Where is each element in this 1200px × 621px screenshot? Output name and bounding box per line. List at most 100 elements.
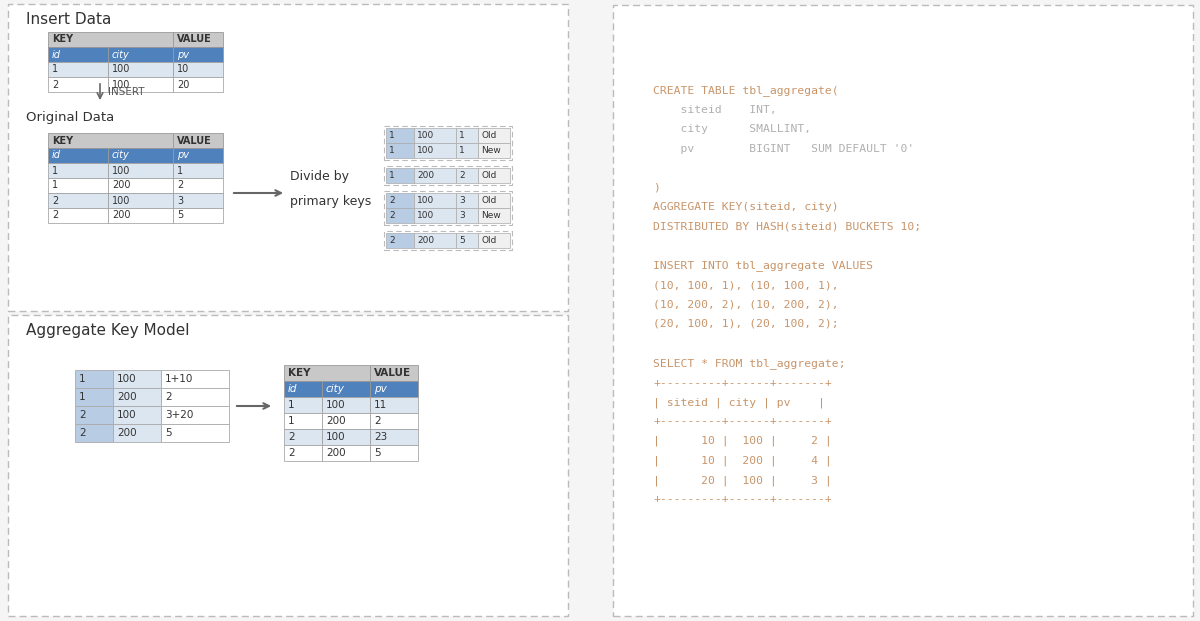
Bar xyxy=(386,233,414,248)
Bar xyxy=(478,193,510,208)
Text: city: city xyxy=(326,384,344,394)
Bar xyxy=(322,381,370,397)
Bar xyxy=(322,429,370,445)
Text: 200: 200 xyxy=(326,448,346,458)
Bar xyxy=(478,143,510,158)
Bar xyxy=(384,191,512,225)
Bar xyxy=(456,168,478,183)
Text: |      10 |  100 |     2 |: | 10 | 100 | 2 | xyxy=(653,436,832,446)
Bar xyxy=(8,4,568,311)
Text: 100: 100 xyxy=(418,131,434,140)
Bar xyxy=(108,163,173,178)
Bar xyxy=(284,445,322,461)
Bar xyxy=(173,77,223,92)
Bar xyxy=(456,193,478,208)
Text: 100: 100 xyxy=(118,410,137,420)
Bar xyxy=(48,32,173,47)
Bar xyxy=(48,133,173,148)
Bar xyxy=(384,126,512,160)
Bar xyxy=(386,208,414,223)
Bar xyxy=(113,388,161,406)
Text: 100: 100 xyxy=(112,65,131,75)
Bar xyxy=(108,77,173,92)
Bar xyxy=(386,193,414,208)
Text: 1: 1 xyxy=(52,166,58,176)
Bar xyxy=(161,370,229,388)
Text: 5: 5 xyxy=(166,428,172,438)
Text: VALUE: VALUE xyxy=(374,368,412,378)
Text: id: id xyxy=(52,150,61,160)
Text: +---------+------+-------+: +---------+------+-------+ xyxy=(653,494,832,504)
Text: 100: 100 xyxy=(112,196,131,206)
Text: |      10 |  200 |     4 |: | 10 | 200 | 4 | xyxy=(653,455,832,466)
Text: 1: 1 xyxy=(389,171,395,180)
Bar xyxy=(48,47,108,62)
Bar xyxy=(384,231,512,250)
Text: 100: 100 xyxy=(118,374,137,384)
Text: 2: 2 xyxy=(374,416,380,426)
Bar xyxy=(48,77,108,92)
Bar xyxy=(48,208,108,223)
Text: pv        BIGINT   SUM DEFAULT '0': pv BIGINT SUM DEFAULT '0' xyxy=(653,143,914,153)
Text: 200: 200 xyxy=(118,428,137,438)
Bar xyxy=(48,62,108,77)
Bar xyxy=(74,424,113,442)
Text: id: id xyxy=(288,384,298,394)
Bar xyxy=(74,388,113,406)
Text: (20, 100, 1), (20, 100, 2);: (20, 100, 1), (20, 100, 2); xyxy=(653,319,839,329)
Text: 100: 100 xyxy=(418,211,434,220)
Text: Divide by: Divide by xyxy=(290,170,349,183)
Bar xyxy=(284,413,322,429)
Text: 100: 100 xyxy=(326,400,346,410)
Text: 1: 1 xyxy=(458,146,464,155)
Bar xyxy=(284,365,370,381)
Text: city      SMALLINT,: city SMALLINT, xyxy=(653,124,811,134)
Text: 200: 200 xyxy=(118,392,137,402)
Text: Aggregate Key Model: Aggregate Key Model xyxy=(26,323,190,338)
Text: Old: Old xyxy=(481,196,497,205)
Text: CREATE TABLE tbl_aggregate(: CREATE TABLE tbl_aggregate( xyxy=(653,85,839,96)
Text: 1: 1 xyxy=(389,131,395,140)
Text: AGGREGATE KEY(siteid, city): AGGREGATE KEY(siteid, city) xyxy=(653,202,839,212)
Bar xyxy=(386,128,414,143)
Text: 200: 200 xyxy=(418,236,434,245)
Bar xyxy=(284,381,322,397)
Text: pv: pv xyxy=(178,150,190,160)
Bar xyxy=(478,168,510,183)
Text: pv: pv xyxy=(374,384,386,394)
Text: 2: 2 xyxy=(458,171,464,180)
Text: 2: 2 xyxy=(79,428,85,438)
Bar xyxy=(456,233,478,248)
Bar xyxy=(48,178,108,193)
Text: 5: 5 xyxy=(178,211,184,220)
Text: 200: 200 xyxy=(112,181,131,191)
Text: 2: 2 xyxy=(79,410,85,420)
Text: 1: 1 xyxy=(288,416,295,426)
Text: Original Data: Original Data xyxy=(26,111,114,124)
Text: 1: 1 xyxy=(178,166,184,176)
Bar xyxy=(322,397,370,413)
Text: 200: 200 xyxy=(326,416,346,426)
Bar xyxy=(370,413,418,429)
Bar xyxy=(456,128,478,143)
Text: 20: 20 xyxy=(178,79,190,89)
Bar xyxy=(370,381,418,397)
Bar xyxy=(173,133,223,148)
Text: Insert Data: Insert Data xyxy=(26,12,112,27)
Bar xyxy=(108,62,173,77)
Bar xyxy=(478,233,510,248)
Text: +---------+------+-------+: +---------+------+-------+ xyxy=(653,417,832,427)
Text: | siteid | city | pv    |: | siteid | city | pv | xyxy=(653,397,824,407)
Bar xyxy=(414,143,456,158)
Bar xyxy=(173,148,223,163)
Text: city: city xyxy=(112,150,130,160)
Bar xyxy=(113,370,161,388)
Text: KEY: KEY xyxy=(288,368,311,378)
Bar xyxy=(613,5,1193,616)
Text: 5: 5 xyxy=(458,236,464,245)
Bar xyxy=(108,47,173,62)
Text: id: id xyxy=(52,50,61,60)
Bar xyxy=(370,429,418,445)
Text: 200: 200 xyxy=(418,171,434,180)
Text: Old: Old xyxy=(481,236,497,245)
